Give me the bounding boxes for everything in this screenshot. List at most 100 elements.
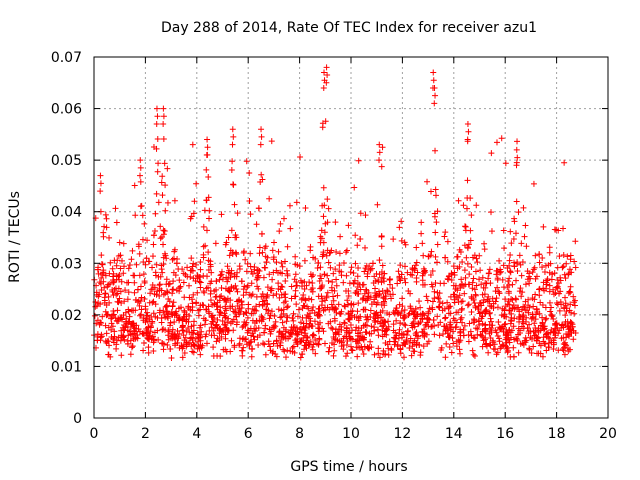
data-point bbox=[108, 313, 115, 320]
data-point bbox=[362, 265, 369, 272]
data-point bbox=[430, 317, 437, 324]
x-tick-label: 18 bbox=[548, 426, 566, 442]
data-point bbox=[327, 249, 334, 256]
data-point bbox=[481, 246, 488, 253]
data-point bbox=[411, 309, 418, 316]
data-point bbox=[545, 344, 552, 351]
data-point bbox=[402, 279, 409, 286]
data-point bbox=[173, 260, 180, 267]
data-point bbox=[469, 254, 476, 261]
data-point bbox=[292, 287, 299, 294]
peak-point bbox=[229, 141, 236, 148]
data-point bbox=[144, 318, 151, 325]
data-point bbox=[315, 325, 322, 332]
data-point bbox=[445, 310, 452, 317]
data-point bbox=[209, 301, 216, 308]
peak-point bbox=[154, 113, 161, 120]
data-point bbox=[219, 276, 226, 283]
data-point bbox=[182, 334, 189, 341]
data-point bbox=[164, 165, 171, 172]
data-point bbox=[116, 272, 123, 279]
data-point bbox=[378, 319, 385, 326]
data-point bbox=[447, 293, 454, 300]
data-point bbox=[139, 212, 146, 219]
data-point bbox=[203, 331, 210, 338]
data-point bbox=[159, 269, 166, 276]
data-point bbox=[227, 303, 234, 310]
peak-point bbox=[160, 105, 167, 112]
data-point bbox=[386, 338, 393, 345]
data-point bbox=[263, 259, 270, 266]
data-point bbox=[100, 278, 107, 285]
data-point bbox=[453, 343, 460, 350]
data-point bbox=[548, 326, 555, 333]
peak-point bbox=[320, 84, 327, 91]
data-point bbox=[423, 321, 430, 328]
data-point bbox=[431, 331, 438, 338]
data-point bbox=[149, 264, 156, 271]
data-point bbox=[379, 262, 386, 269]
data-point bbox=[100, 229, 107, 236]
data-point bbox=[494, 276, 501, 283]
data-point bbox=[102, 272, 109, 279]
data-point bbox=[271, 239, 278, 246]
data-point bbox=[333, 309, 340, 316]
data-point bbox=[464, 302, 471, 309]
data-point bbox=[457, 316, 464, 323]
data-point bbox=[114, 290, 121, 297]
data-point bbox=[169, 303, 176, 310]
data-point bbox=[172, 272, 179, 279]
data-point bbox=[336, 250, 343, 257]
data-point bbox=[302, 342, 309, 349]
data-point bbox=[102, 322, 109, 329]
data-point bbox=[240, 249, 247, 256]
data-point bbox=[291, 293, 298, 300]
data-point bbox=[176, 316, 183, 323]
data-point bbox=[145, 344, 152, 351]
data-point bbox=[159, 192, 166, 199]
data-point bbox=[209, 318, 216, 325]
data-point bbox=[368, 330, 375, 337]
data-point bbox=[255, 266, 262, 273]
data-point bbox=[489, 295, 496, 302]
data-point bbox=[261, 301, 268, 308]
data-point bbox=[154, 136, 161, 143]
data-point bbox=[152, 210, 159, 217]
data-point bbox=[372, 312, 379, 319]
data-point bbox=[330, 293, 337, 300]
data-point bbox=[240, 344, 247, 351]
data-point bbox=[101, 294, 108, 301]
data-point bbox=[558, 335, 565, 342]
data-point bbox=[161, 227, 168, 234]
data-point bbox=[446, 344, 453, 351]
data-point bbox=[140, 347, 147, 354]
data-point bbox=[488, 318, 495, 325]
data-point bbox=[401, 306, 408, 313]
data-point bbox=[98, 274, 105, 281]
data-point bbox=[333, 282, 340, 289]
data-point bbox=[418, 219, 425, 226]
data-point bbox=[547, 308, 554, 315]
data-point bbox=[499, 325, 506, 332]
data-point bbox=[198, 328, 205, 335]
data-point bbox=[110, 307, 117, 314]
data-point bbox=[534, 350, 541, 357]
peak-point bbox=[323, 79, 330, 86]
data-point bbox=[148, 286, 155, 293]
data-point bbox=[486, 266, 493, 273]
data-point bbox=[496, 335, 503, 342]
data-point bbox=[344, 337, 351, 344]
data-point bbox=[130, 320, 137, 327]
data-point bbox=[506, 257, 513, 264]
data-point bbox=[333, 249, 340, 256]
data-point bbox=[420, 252, 427, 259]
data-point bbox=[407, 271, 414, 278]
data-point bbox=[176, 330, 183, 337]
data-point bbox=[544, 277, 551, 284]
data-point bbox=[550, 315, 557, 322]
data-point bbox=[283, 318, 290, 325]
data-point bbox=[565, 290, 572, 297]
data-point bbox=[500, 227, 507, 234]
data-point bbox=[134, 331, 141, 338]
data-point bbox=[223, 324, 230, 331]
